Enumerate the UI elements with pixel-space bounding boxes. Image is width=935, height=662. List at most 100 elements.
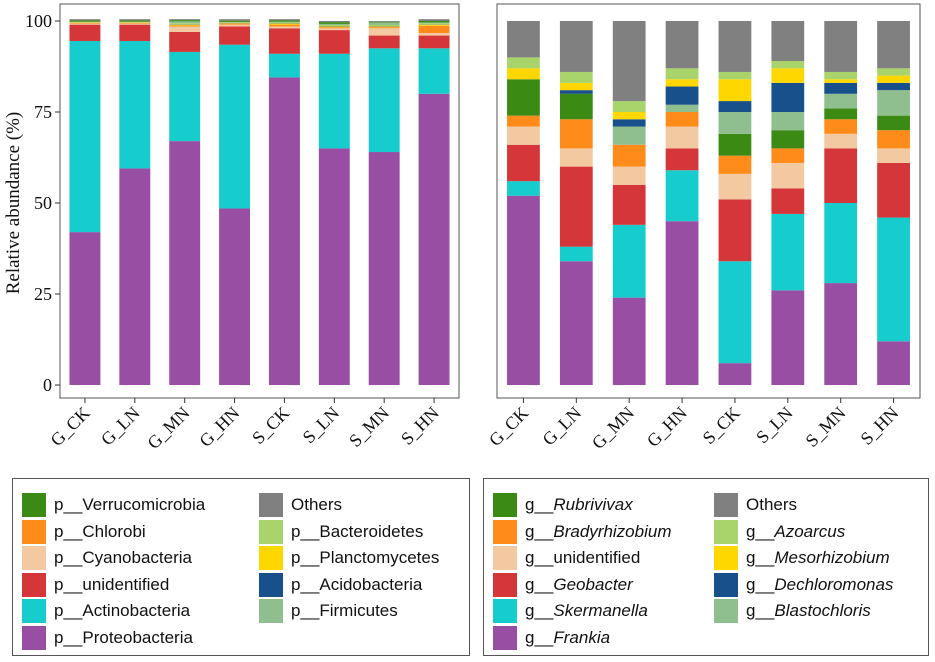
legend-prefix: g__ (746, 521, 775, 541)
genus-bar-segment (612, 297, 646, 385)
legend-swatch (259, 572, 283, 597)
phylum-bar-segment (368, 152, 400, 385)
genus-bar-segment (559, 82, 593, 91)
y-tick-label: 100 (25, 11, 52, 31)
legend-label: p__Bacteroidetes (291, 521, 424, 541)
phylum-bar-segment (368, 21, 400, 23)
genus-bar-segment (559, 119, 593, 149)
phylum-bar-segment (368, 35, 400, 49)
legend-item: g__Blastochloris (714, 598, 871, 624)
legend-genus-name: unidentified (553, 548, 641, 567)
legend-prefix: g__ (525, 574, 554, 594)
phylum-bar-segment (268, 28, 300, 54)
x-tick-label: S_CK (248, 403, 293, 448)
legend-swatch (493, 599, 517, 623)
x-tick-label: S_CK (699, 403, 744, 448)
phylum-bar-segment (418, 25, 450, 34)
phylum-bar-segment (169, 25, 201, 27)
legend-label: p__Verrucomicrobia (54, 495, 206, 514)
genus-bar-segment (877, 75, 910, 83)
legend-label: g__Skermanella (525, 601, 648, 621)
genus-bar-segment (771, 290, 805, 385)
phylum-bar-segment (318, 28, 350, 31)
y-tick-label: 25 (34, 284, 52, 304)
genus-bar-segment (612, 166, 646, 185)
genus-bar-segment (612, 184, 646, 225)
phylum-bar-segment (69, 22, 101, 24)
genus-bar-segment (718, 155, 752, 174)
legend-label: p__unidentified (54, 574, 170, 594)
phylum-bar-segment (169, 23, 201, 25)
genus-bar-segment (665, 126, 699, 149)
genus-bar-segment (771, 162, 805, 189)
legend-genus-name: Others (746, 495, 798, 514)
phylum-bar-segment (318, 148, 350, 385)
legend-label: p__Firmicutes (291, 601, 398, 620)
genus-bar-segment (612, 224, 646, 298)
x-tick-label: G_HN (643, 403, 691, 451)
phylum-bar-segment (69, 41, 101, 233)
genus-bar-segment (824, 79, 858, 83)
legend-item: g__Azoarcus (714, 519, 845, 545)
phylum-bar-segment (119, 23, 151, 25)
phylum-bar-segment (368, 48, 400, 153)
legend-swatch (22, 572, 46, 597)
genus-bar-segment (718, 21, 752, 72)
y-tick-label: 75 (34, 102, 52, 122)
legend-label: g__Dechloromonas (746, 575, 893, 595)
phylum-bar-segment (119, 20, 151, 22)
legend-item: g__Frankia (493, 625, 610, 651)
phylum-bar-segment (169, 31, 201, 52)
phylum-bar-segment (268, 26, 300, 29)
phylum-bar-segment (268, 22, 300, 24)
legend-label: p__Planctomycetes (291, 548, 440, 567)
phylum-bar-segment (318, 30, 350, 54)
legend-swatch (259, 599, 283, 623)
genus-bar-segment (718, 79, 752, 102)
legend-label: p__Acidobacteria (291, 574, 423, 594)
phylum-bar-segment (368, 27, 400, 29)
phylum-bar-segment (318, 21, 350, 23)
genus-bar-segment (507, 79, 540, 116)
genus-bar-segment (507, 115, 540, 127)
legend-item: p__Proteobacteria (22, 625, 193, 651)
genus-bar-segment (507, 21, 540, 58)
legend-label: g__Mesorhizobium (746, 548, 890, 568)
genus-bar-segment (559, 21, 593, 72)
phylum-bar-segment (418, 19, 450, 21)
phylum-bar-segment (219, 23, 251, 25)
legend-prefix: g__ (746, 601, 775, 620)
phylum-bar-segment (368, 26, 400, 28)
legend-item: p__unidentified (22, 572, 169, 598)
legend-genus-name: Bradyrhizobium (553, 521, 672, 541)
phylum-bar-segment (318, 27, 350, 29)
legend-item: p__Bacteroidetes (259, 519, 423, 545)
phylum-bar-segment (268, 53, 300, 78)
phylum-bar-segment (119, 168, 151, 385)
genus-bar-segment (559, 246, 593, 262)
genus-bar-segment (824, 82, 858, 94)
x-tick-label: G_LN (97, 403, 144, 450)
genus-bar-segment (559, 90, 593, 94)
genus-legend: g__Rubrivivax g__Bradyrhizobium g__unident… (483, 478, 929, 656)
phylum-bar-segment (368, 21, 400, 22)
phylum-bar-segment (119, 19, 151, 21)
genus-bar-segment (824, 133, 858, 149)
legend-genus-name: Blastochloris (774, 601, 871, 620)
legend-swatch (493, 572, 517, 597)
y-tick-label: 50 (34, 193, 52, 213)
legend-prefix: g__ (746, 548, 775, 567)
phylum-bar-segment (219, 24, 251, 27)
x-tick-label: S_HN (856, 403, 902, 449)
legend-prefix: g__ (746, 574, 775, 594)
legend-swatch (714, 493, 738, 517)
phylum-bar-segment (219, 26, 251, 45)
phylum-bar-segment (69, 20, 101, 22)
genus-bar-segment (718, 261, 752, 364)
genus-bar-segment (824, 119, 858, 134)
genus-bar-segment (559, 166, 593, 247)
genus-bar-segment (507, 57, 540, 69)
legend-swatch (493, 493, 517, 517)
genus-bar-segment (665, 221, 699, 385)
